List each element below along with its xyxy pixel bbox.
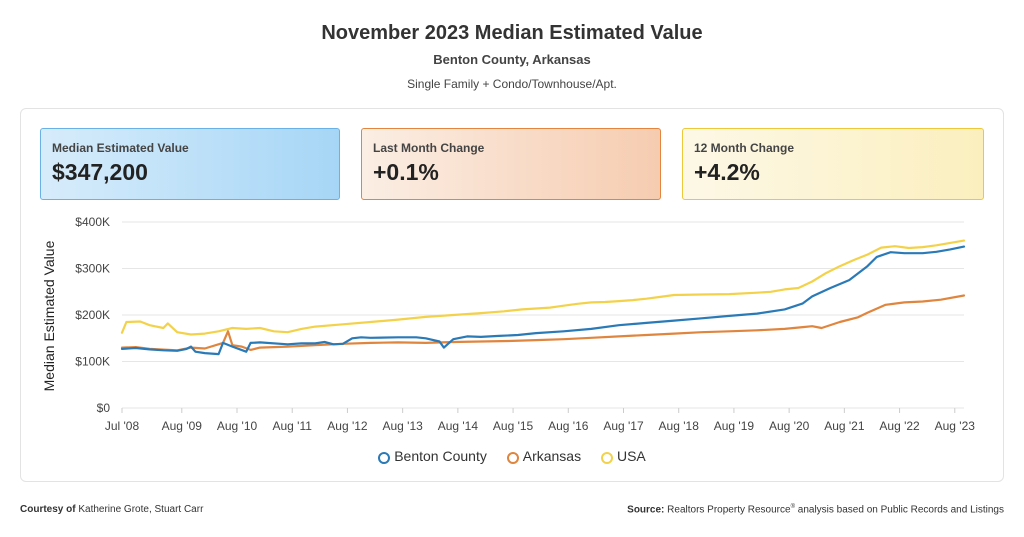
y-axis-label: Median Estimated Value (41, 240, 57, 391)
legend-marker (600, 452, 613, 465)
stat-label: Last Month Change (373, 141, 485, 155)
stat-value: $347,200 (52, 159, 148, 185)
y-tick-label: $400K (75, 215, 110, 229)
y-tick-label: $0 (97, 401, 111, 415)
stat-median-value: Median Estimated Value $347,200 (40, 128, 340, 200)
legend-label: Arkansas (522, 448, 582, 465)
x-tick-label: Aug '12 (327, 419, 368, 433)
x-tick-label: Aug '23 (935, 419, 976, 433)
x-tick-label: Aug '14 (438, 419, 479, 433)
stat-last-month: Last Month Change +0.1% (361, 128, 661, 200)
stat-value: +0.1% (373, 159, 439, 185)
grid-lines (122, 221, 964, 409)
x-tick-label: Aug '09 (162, 419, 203, 433)
courtesy-note: Courtesy of Katherine Grote, Stuart Carr (20, 504, 203, 515)
registered-mark: ® (790, 504, 795, 510)
property-types: Single Family + Condo/Townhouse/Apt. (407, 77, 617, 91)
x-tick-label: Aug '10 (217, 419, 258, 433)
y-tick-label: $100K (75, 355, 110, 369)
legend-marker (378, 452, 391, 465)
courtesy-label: Courtesy of (20, 504, 76, 515)
x-tick-label: Aug '22 (879, 419, 920, 433)
x-tick-label: Aug '21 (824, 419, 865, 433)
source-label: Source: (627, 504, 665, 516)
stat-value: +4.2% (694, 159, 760, 185)
series-line-arkansas (120, 294, 966, 352)
y-tick-label: $300K (75, 262, 110, 276)
stat-12-month: 12 Month Change +4.2% (682, 128, 984, 200)
series-line-usa (120, 239, 966, 336)
y-tick-label: $200K (75, 308, 110, 322)
series-line-benton-county (120, 245, 966, 356)
x-tick-label: Aug '15 (493, 419, 534, 433)
legend-label: USA (616, 448, 646, 465)
x-tick-label: Aug '19 (714, 419, 755, 433)
series-lines (120, 239, 966, 356)
chart-subtitle: Benton County, Arkansas (433, 52, 591, 67)
legend-marker (506, 452, 519, 465)
chart-panel (20, 108, 1004, 482)
source-text: Realtors Property Resource (667, 504, 791, 516)
stat-label: 12 Month Change (694, 141, 795, 155)
stat-label: Median Estimated Value (52, 141, 189, 155)
x-axis: Jul '08 Aug '09 Aug '10 Aug '11 Aug '12 Aug '… (105, 408, 975, 433)
x-tick-label: Jul '08 (105, 419, 140, 433)
x-tick-label: Aug '17 (603, 419, 644, 433)
source-text-tail: analysis based on Public Records and Lis… (794, 504, 1004, 516)
x-tick-label: Aug '20 (769, 419, 810, 433)
courtesy-names: Katherine Grote, Stuart Carr (78, 504, 204, 515)
legend-label: Benton County (394, 448, 487, 465)
x-tick-label: Aug '18 (659, 419, 700, 433)
legend: Benton County Arkansas USA (0, 447, 1024, 465)
x-tick-label: Aug '16 (548, 419, 589, 433)
x-tick-label: Aug '11 (273, 419, 313, 433)
legend-item-arkansas[interactable]: Arkansas (506, 448, 582, 465)
source-note: Source: Realtors Property Resource® anal… (627, 504, 1004, 515)
legend-item-benton[interactable]: Benton County (378, 448, 487, 465)
chart-title: November 2023 Median Estimated Value (321, 22, 703, 44)
legend-item-usa[interactable]: USA (600, 448, 646, 465)
y-axis: $0 $100K $200K $300K $400K (75, 215, 110, 415)
x-tick-label: Aug '13 (382, 419, 423, 433)
